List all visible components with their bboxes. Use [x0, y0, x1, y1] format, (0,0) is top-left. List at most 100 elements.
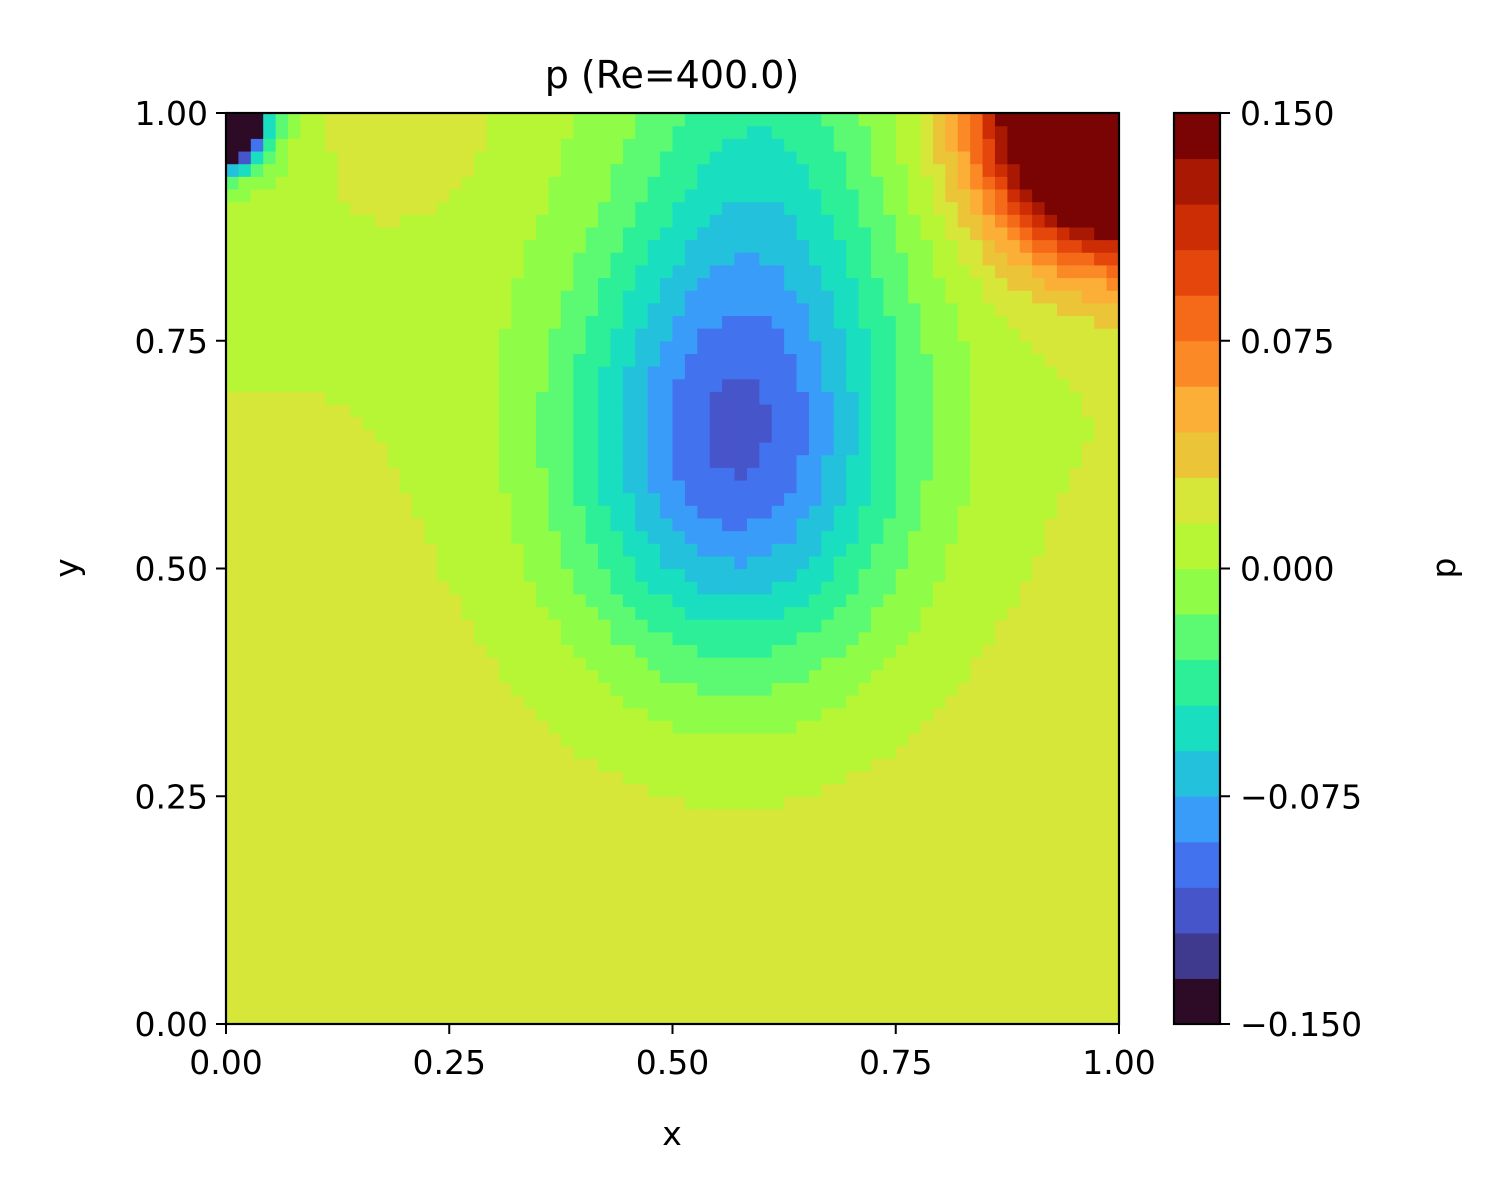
field-cell [908, 770, 922, 785]
field-cell [536, 910, 550, 924]
field-cell [523, 973, 537, 987]
field-cell [970, 429, 984, 443]
field-cell [523, 530, 537, 544]
field-cell [722, 657, 736, 671]
field-cell [784, 441, 798, 456]
field-cell [635, 113, 649, 127]
field-cell [796, 758, 810, 772]
field-cell [536, 492, 550, 506]
field-cell [474, 543, 488, 557]
field-cell [387, 188, 401, 203]
field-cell [647, 973, 661, 987]
field-cell [846, 758, 860, 772]
field-cell [387, 986, 401, 1000]
field-cell [883, 796, 897, 810]
field-cell [226, 441, 239, 456]
field-cell [263, 176, 277, 190]
field-cell [523, 454, 537, 468]
field-cell [573, 441, 587, 456]
field-cell [672, 846, 686, 861]
field-cell [449, 378, 463, 392]
field-cell [511, 505, 525, 519]
field-cell [573, 517, 587, 532]
field-cell [598, 720, 612, 734]
field-cell [908, 252, 922, 266]
field-cell [449, 846, 463, 861]
field-cell [238, 391, 252, 405]
field-cell [288, 986, 302, 1000]
field-cell [275, 214, 289, 228]
field-cell [833, 998, 847, 1012]
field-cell [870, 948, 884, 962]
field-cell [808, 986, 822, 1000]
field-cell [821, 378, 835, 392]
field-cell [511, 416, 525, 430]
field-cell [858, 176, 872, 190]
field-cell [412, 695, 426, 709]
field-cell [424, 454, 438, 468]
field-cell [374, 619, 388, 633]
field-cell [771, 821, 785, 835]
field-cell [300, 441, 314, 456]
field-cell [585, 353, 599, 367]
field-cell [821, 125, 835, 139]
field-cell [449, 163, 463, 177]
field-cell [957, 695, 971, 709]
field-cell [1007, 568, 1021, 582]
field-cell [250, 340, 264, 354]
field-cell [436, 922, 450, 937]
field-cell [660, 391, 674, 405]
field-cell [275, 644, 289, 658]
field-cell [697, 707, 711, 721]
field-cell [337, 568, 351, 582]
field-cell [362, 581, 376, 595]
field-cell [536, 935, 550, 949]
field-cell [920, 555, 934, 570]
field-cell [486, 441, 500, 456]
field-cell [746, 669, 760, 683]
field-cell [498, 834, 512, 848]
field-cell [300, 973, 314, 987]
field-cell [399, 138, 413, 152]
field-cell [759, 998, 773, 1012]
field-cell [784, 467, 798, 481]
field-cell [362, 821, 376, 835]
field-cell [362, 657, 376, 671]
field-cell [957, 479, 971, 494]
field-cell [300, 644, 314, 658]
field-cell [598, 872, 612, 886]
field-cell [970, 973, 984, 987]
field-cell [288, 568, 302, 582]
field-cell [771, 517, 785, 532]
field-cell [1019, 846, 1033, 861]
field-cell [511, 973, 525, 987]
field-cell [895, 214, 909, 228]
field-cell [647, 416, 661, 430]
field-cell [1019, 226, 1033, 241]
field-cell [746, 214, 760, 228]
field-cell [350, 948, 364, 962]
field-cell [325, 328, 339, 342]
field-cell [461, 201, 475, 215]
field-cell [350, 973, 364, 987]
field-cell [523, 682, 537, 696]
field-cell [994, 732, 1008, 747]
field-cell [560, 378, 574, 392]
field-cell [1032, 467, 1046, 481]
field-cell [585, 884, 599, 899]
field-cell [982, 834, 996, 848]
field-cell [722, 492, 736, 506]
field-cell [622, 328, 636, 342]
field-cell [1069, 239, 1083, 253]
field-cell [399, 113, 413, 127]
field-cell [771, 707, 785, 721]
field-cell [536, 479, 550, 494]
field-cell [560, 846, 574, 861]
field-cell [759, 846, 773, 861]
field-cell [560, 340, 574, 354]
field-cell [610, 416, 624, 430]
field-cell [585, 378, 599, 392]
field-cell [833, 378, 847, 392]
field-cell [275, 669, 289, 683]
field-cell [982, 226, 996, 241]
